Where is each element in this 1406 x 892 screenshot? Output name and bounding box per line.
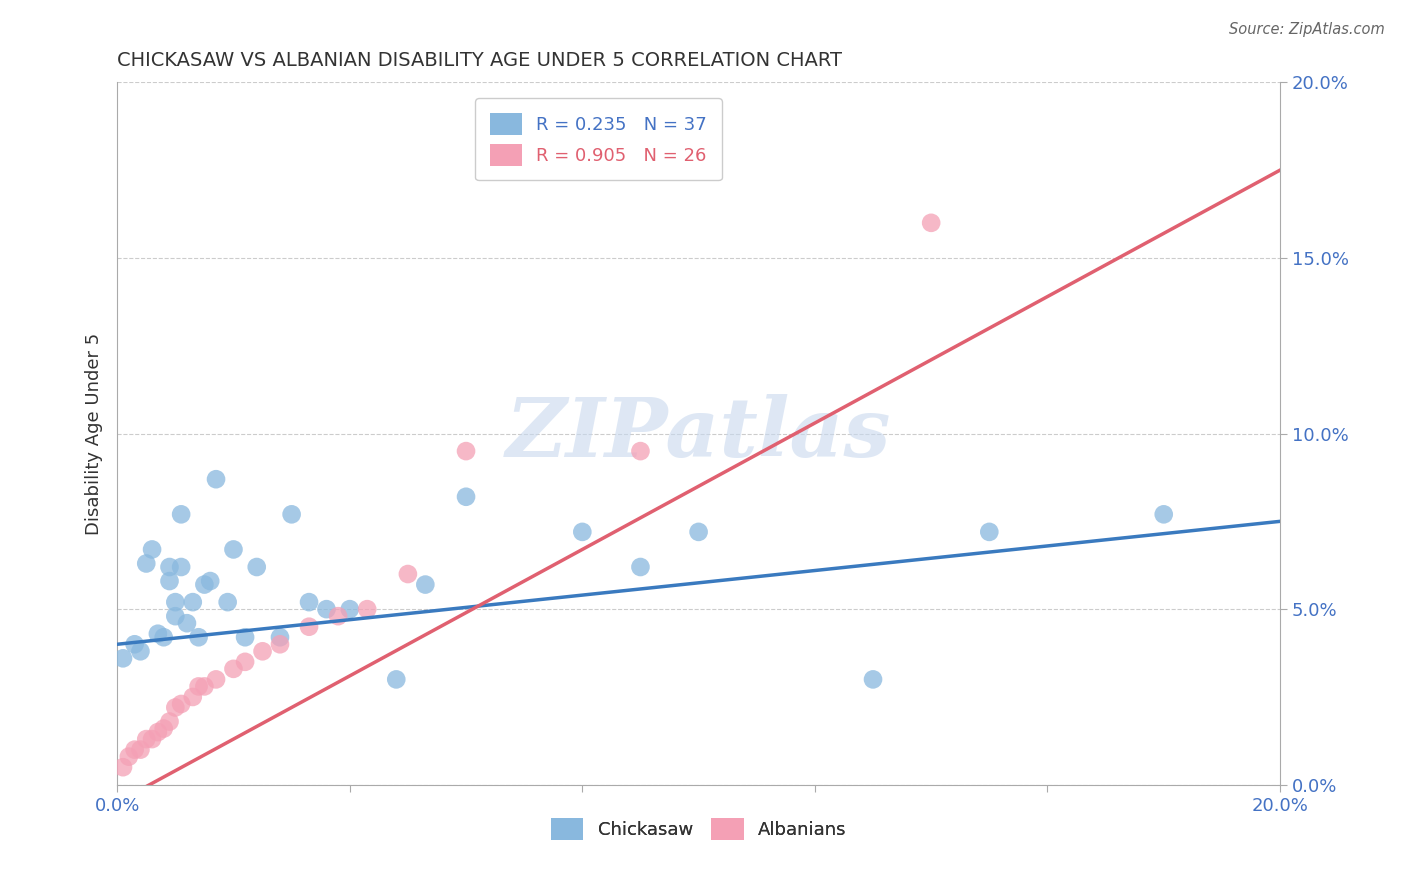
Point — [356, 602, 378, 616]
Point — [233, 630, 256, 644]
Point — [396, 567, 419, 582]
Point — [170, 560, 193, 574]
Text: Source: ZipAtlas.com: Source: ZipAtlas.com — [1229, 22, 1385, 37]
Point — [222, 662, 245, 676]
Point — [152, 630, 174, 644]
Point — [124, 742, 146, 756]
Point — [170, 697, 193, 711]
Point — [181, 595, 204, 609]
Point — [315, 602, 337, 616]
Point — [217, 595, 239, 609]
Point — [269, 637, 291, 651]
Point — [222, 542, 245, 557]
Point — [200, 574, 222, 588]
Point — [415, 577, 437, 591]
Point — [165, 700, 187, 714]
Point — [141, 542, 163, 557]
Point — [205, 472, 228, 486]
Point — [146, 725, 169, 739]
Point — [146, 626, 169, 640]
Point — [165, 609, 187, 624]
Point — [135, 557, 157, 571]
Point — [385, 673, 408, 687]
Point — [252, 644, 274, 658]
Point — [205, 673, 228, 687]
Text: CHICKASAW VS ALBANIAN DISABILITY AGE UNDER 5 CORRELATION CHART: CHICKASAW VS ALBANIAN DISABILITY AGE UND… — [117, 51, 842, 70]
Point — [159, 714, 181, 729]
Y-axis label: Disability Age Under 5: Disability Age Under 5 — [86, 333, 103, 534]
Point — [571, 524, 593, 539]
Point — [181, 690, 204, 704]
Point — [152, 722, 174, 736]
Point — [159, 574, 181, 588]
Point — [233, 655, 256, 669]
Point — [118, 749, 141, 764]
Point — [454, 444, 477, 458]
Point — [187, 630, 209, 644]
Point — [170, 508, 193, 522]
Point — [630, 560, 652, 574]
Point — [187, 680, 209, 694]
Point — [193, 577, 215, 591]
Point — [280, 508, 302, 522]
Legend: Chickasaw, Albanians: Chickasaw, Albanians — [538, 805, 859, 853]
Point — [1153, 508, 1175, 522]
Text: ZIPatlas: ZIPatlas — [506, 393, 891, 474]
Point — [141, 732, 163, 747]
Point — [339, 602, 361, 616]
Point — [124, 637, 146, 651]
Point — [246, 560, 269, 574]
Point — [176, 616, 198, 631]
Point — [269, 630, 291, 644]
Point — [298, 620, 321, 634]
Point — [193, 680, 215, 694]
Point — [298, 595, 321, 609]
Point — [454, 490, 477, 504]
Point — [111, 760, 134, 774]
Point — [979, 524, 1001, 539]
Point — [688, 524, 710, 539]
Point — [129, 644, 152, 658]
Point — [129, 742, 152, 756]
Point — [159, 560, 181, 574]
Point — [326, 609, 349, 624]
Point — [920, 216, 942, 230]
Point — [165, 595, 187, 609]
Point — [135, 732, 157, 747]
Point — [111, 651, 134, 665]
Point — [630, 444, 652, 458]
Point — [862, 673, 884, 687]
